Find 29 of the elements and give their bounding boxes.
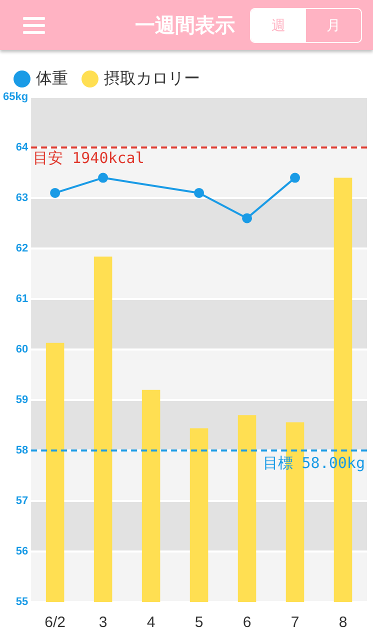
legend-label: 体重 [36, 69, 68, 88]
point [290, 172, 300, 183]
y-tick-label: 61 [16, 293, 28, 306]
y-tick-label: 57 [16, 495, 28, 508]
y-tick-label: 64 [16, 142, 29, 154]
y-tick-label: 56 [16, 546, 28, 558]
point [242, 213, 252, 224]
x-tick-label: 6 [242, 614, 252, 632]
y-tick-label: 58 [16, 444, 28, 457]
y-tick-label: 55 [16, 596, 28, 608]
y-tick-label: 59 [16, 394, 28, 406]
x-tick-label: 4 [146, 614, 156, 632]
x-tick-label: 6/2 [44, 614, 66, 632]
y-tick-label: 62 [16, 242, 28, 255]
ref-line-label: 目安 1940kcal [33, 148, 144, 167]
x-tick-label: 8 [338, 614, 348, 632]
y-tick-label: 63 [16, 192, 28, 204]
point [98, 172, 108, 183]
x-tick-label: 5 [194, 614, 204, 632]
point [50, 188, 60, 198]
y-tick-label: 65kg [2, 91, 28, 104]
chart-title: 一週間表示 [135, 12, 235, 39]
x-tick-label: 7 [290, 614, 300, 632]
legend-label: 摂取カロリー [104, 70, 200, 88]
text: 月 [326, 16, 342, 36]
y-tick-label: 60 [16, 344, 28, 356]
text: 週 [251, 9, 306, 42]
x-tick-label: 3 [98, 614, 108, 632]
point [194, 188, 204, 198]
